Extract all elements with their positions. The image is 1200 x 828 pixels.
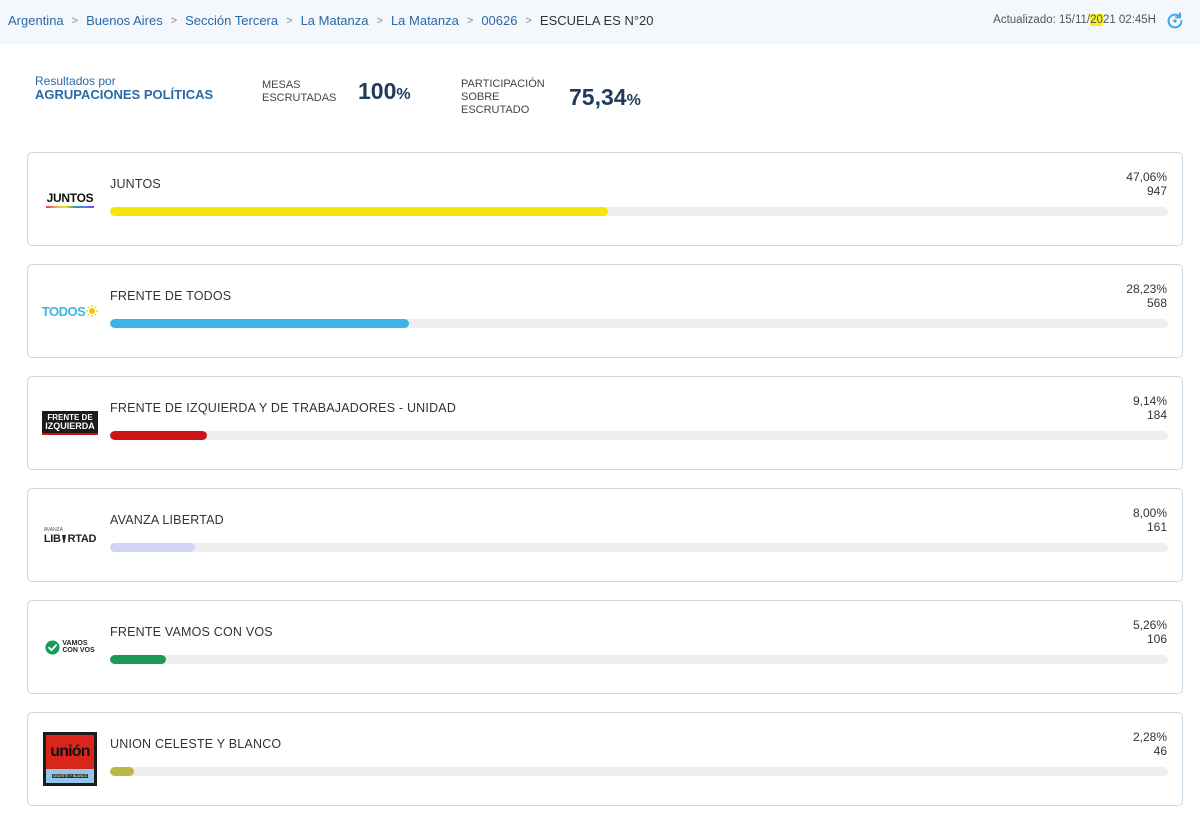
top-bar: Argentina > Buenos Aires > Sección Terce… <box>0 0 1200 44</box>
breadcrumb-separator: > <box>466 14 474 27</box>
party-votes: 161 <box>1146 520 1167 534</box>
party-percent: 8,00% <box>1132 506 1167 520</box>
mesas-escrutadas-stat: MESAS ESCRUTADAS 100% <box>262 78 411 105</box>
juntos-logo: JUNTOS <box>40 153 100 245</box>
sun-icon <box>86 305 99 317</box>
participacion-label-line1: PARTICIPACIÓN <box>461 78 545 90</box>
union-logo-text: unión <box>50 743 90 760</box>
party-percent: 2,28% <box>1132 730 1167 744</box>
party-bar-track <box>110 655 1168 664</box>
party-votes: 568 <box>1146 296 1167 310</box>
party-bar-fill <box>110 431 207 440</box>
avanza-logo-line3: RTAD <box>67 533 97 545</box>
party-bar-track <box>110 543 1168 552</box>
party-name: FRENTE VAMOS CON VOS <box>110 625 273 639</box>
party-bar-fill <box>110 319 409 328</box>
party-bar-track <box>110 207 1168 216</box>
party-bar-fill <box>110 207 608 216</box>
party-votes: 106 <box>1146 632 1167 646</box>
avanza-logo-line2: LIB <box>43 533 61 545</box>
party-bar-fill <box>110 767 135 776</box>
party-bar-fill <box>110 543 195 552</box>
vamos-logo-line2: CON VOS <box>62 647 95 654</box>
breadcrumb-separator: > <box>286 14 293 27</box>
torch-icon <box>62 535 67 543</box>
check-badge-icon <box>45 639 60 655</box>
breadcrumb-separator: > <box>170 14 178 27</box>
party-card-frente-de-izquierda[interactable]: FRENTE DE IZQUIERDA FRENTE DE IZQUIERDA … <box>27 376 1183 470</box>
party-name: FRENTE DE TODOS <box>110 289 232 303</box>
refresh-icon[interactable] <box>1164 10 1186 32</box>
izquierda-logo-line1: FRENTE DE <box>47 413 93 422</box>
party-name: FRENTE DE IZQUIERDA Y DE TRABAJADORES - … <box>110 401 457 415</box>
party-card-vamos-con-vos[interactable]: VAMOS CON VOS FRENTE VAMOS CON VOS 5,26%… <box>27 600 1183 694</box>
juntos-logo-text: JUNTOS <box>46 190 94 205</box>
party-name: JUNTOS <box>110 177 161 191</box>
participacion-label-line2: SOBRE ESCRUTADO <box>461 91 530 116</box>
breadcrumb-separator: > <box>376 14 383 27</box>
mesas-value: 100% <box>358 78 411 105</box>
breadcrumb-argentina[interactable]: Argentina <box>8 13 64 28</box>
updated-timestamp: Actualizado: 15/11/2021 02:45H <box>993 14 1156 26</box>
results-heading-line2: AGRUPACIONES POLÍTICAS <box>35 87 214 102</box>
mesas-label: MESAS ESCRUTADAS <box>262 79 358 105</box>
breadcrumb-separator: > <box>525 14 532 27</box>
party-percent: 9,14% <box>1132 394 1167 408</box>
participacion-stat: PARTICIPACIÓN SOBRE ESCRUTADO 75,34% <box>461 78 641 117</box>
party-card-frente-de-todos[interactable]: TODOS FRENTE DE TODOS 28,23% 568 <box>27 264 1183 358</box>
union-celeste-y-blanco-logo: unión CELESTE Y BLANCO <box>40 713 100 805</box>
party-name: UNION CELESTE Y BLANCO <box>110 737 282 751</box>
party-card-avanza-libertad[interactable]: AVANZA LIB RTAD AVANZA LIBERTAD 8,00% 16… <box>27 488 1183 582</box>
breadcrumb: Argentina > Buenos Aires > Sección Terce… <box>8 13 654 28</box>
breadcrumb-circuit[interactable]: 00626 <box>481 13 518 28</box>
frente-de-izquierda-logo: FRENTE DE IZQUIERDA <box>40 377 100 469</box>
results-heading: Resultados por AGRUPACIONES POLÍTICAS <box>35 74 213 102</box>
mesas-unit: % <box>396 86 411 103</box>
mesas-label-line2: ESCRUTADAS <box>262 91 337 104</box>
avanza-logo-line1: AVANZA <box>43 527 64 533</box>
juntos-logo-rainbow <box>46 205 94 208</box>
party-bar-track <box>110 767 1168 776</box>
vamos-logo-line1: VAMOS <box>62 640 88 647</box>
izquierda-logo-line2: IZQUIERDA <box>45 421 95 431</box>
breadcrumb-la-matanza-1[interactable]: La Matanza <box>300 13 369 28</box>
party-bar-fill <box>110 655 166 664</box>
breadcrumb-la-matanza-2[interactable]: La Matanza <box>390 13 459 28</box>
breadcrumb-separator: > <box>71 14 79 27</box>
results-summary: Resultados por AGRUPACIONES POLÍTICAS ME… <box>0 60 1200 120</box>
updated-prefix: Actualizado: 15/11/ <box>993 14 1091 26</box>
updated-highlight: 20 <box>1090 14 1103 26</box>
party-votes: 184 <box>1146 408 1167 422</box>
party-card-juntos[interactable]: JUNTOS JUNTOS 47,06% 947 <box>27 152 1183 246</box>
breadcrumb-seccion-tercera[interactable]: Sección Tercera <box>185 13 279 28</box>
union-logo-subtext: CELESTE Y BLANCO <box>51 774 89 778</box>
party-votes: 947 <box>1146 184 1167 198</box>
participacion-unit: % <box>626 92 641 109</box>
party-percent: 28,23% <box>1126 282 1167 296</box>
party-votes: 46 <box>1153 744 1167 758</box>
results-heading-line1: Resultados por <box>35 74 116 88</box>
participacion-value: 75,34% <box>569 84 641 111</box>
breadcrumb-current-school: ESCUELA ES N°20 <box>539 13 654 28</box>
participacion-number: 75,34 <box>569 84 627 110</box>
party-bar-track <box>110 319 1168 328</box>
updated-suffix: 21 02:45H <box>1102 14 1156 26</box>
party-card-union-celeste-y-blanco[interactable]: unión CELESTE Y BLANCO UNION CELESTE Y B… <box>27 712 1183 806</box>
party-percent: 5,26% <box>1132 618 1167 632</box>
party-percent: 47,06% <box>1126 170 1167 184</box>
mesas-number: 100 <box>358 78 397 104</box>
mesas-label-line1: MESAS <box>262 78 301 91</box>
vamos-con-vos-logo: VAMOS CON VOS <box>40 601 100 693</box>
party-name: AVANZA LIBERTAD <box>110 513 224 527</box>
breadcrumb-buenos-aires[interactable]: Buenos Aires <box>86 13 163 28</box>
avanza-libertad-logo: AVANZA LIB RTAD <box>40 489 100 581</box>
todos-logo-text: TODOS <box>41 303 86 319</box>
party-bar-track <box>110 431 1168 440</box>
participacion-label: PARTICIPACIÓN SOBRE ESCRUTADO <box>461 78 569 117</box>
frente-de-todos-logo: TODOS <box>40 265 100 357</box>
